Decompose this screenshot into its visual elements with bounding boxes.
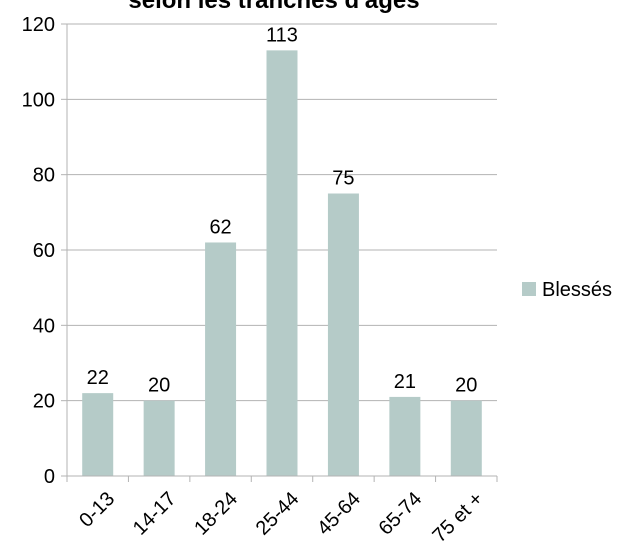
x-tick-label: 25-44 [252,488,304,540]
data-label: 21 [394,371,416,393]
chart-title: selon les tranches d'âges [128,0,419,14]
x-tick-label: 14-17 [129,488,181,540]
data-label: 113 [266,24,298,46]
x-axis: 0-13 14-17 18-24 25-44 45-64 65-74 75 et + [61,475,498,547]
data-labels: 22 20 62 113 75 21 20 [87,24,478,396]
x-tick-label: 0-13 [75,488,119,532]
bar [450,400,482,476]
y-tick-label: 100 [22,89,55,111]
y-tick-label: 20 [33,391,55,413]
bar [82,393,114,476]
x-tick-label: 45-64 [313,488,365,540]
bar [389,396,421,476]
bars [82,50,482,476]
legend-swatch-blesses [522,282,536,296]
y-tick-label: 80 [33,165,55,187]
y-tick-label: 60 [33,240,55,262]
data-label: 62 [209,216,231,238]
data-label: 20 [455,375,477,397]
data-label: 20 [148,375,170,397]
x-tick-label: 75 et + [429,488,488,547]
legend-label-blesses: Blessés [542,279,612,301]
x-tick-label: 18-24 [190,488,242,540]
bar [143,400,175,476]
data-label: 22 [87,367,109,389]
y-tick-label: 0 [44,466,55,488]
y-tick-label: 120 [22,14,55,36]
legend: Blessés [522,279,612,301]
y-axis: 0 20 40 60 80 100 120 [22,14,68,488]
bar [266,50,298,476]
y-tick-label: 40 [33,315,55,337]
bar [327,193,359,476]
x-tick-label: 65-74 [375,488,427,540]
data-label: 75 [332,168,354,190]
bar [205,242,237,476]
